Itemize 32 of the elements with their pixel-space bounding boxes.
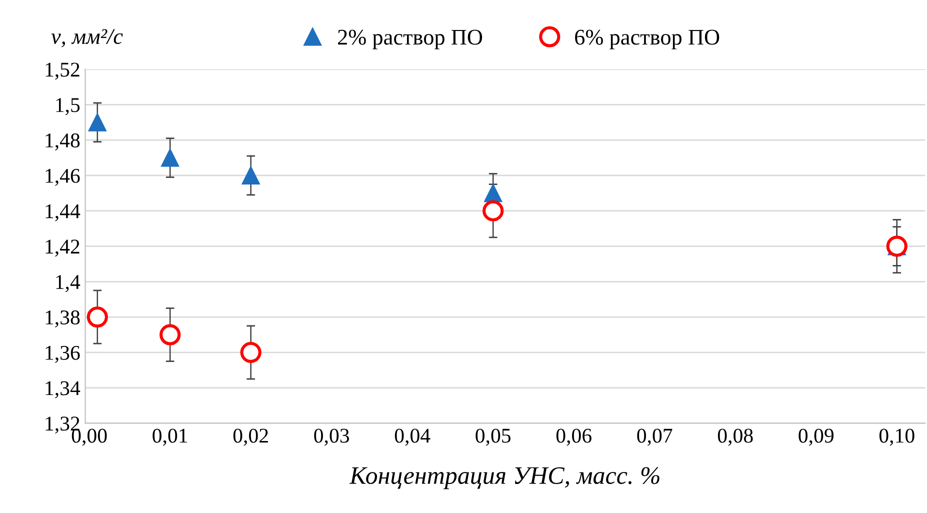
point xyxy=(484,184,502,202)
legend-label: 6% раствор ПО xyxy=(575,30,720,50)
x-tick-label: 0,02 xyxy=(233,428,268,446)
x-tick-label: 0,01 xyxy=(152,428,188,446)
point xyxy=(240,342,262,363)
point xyxy=(86,306,108,328)
y-tick-label: 1,42 xyxy=(46,240,80,257)
point xyxy=(242,166,260,184)
point xyxy=(88,113,106,132)
x-tick-label: 0,05 xyxy=(476,428,511,446)
x-tick-label: 0,07 xyxy=(637,428,672,446)
legend-label: 2% раствор ПО xyxy=(338,30,482,50)
x-tick-label: 0,10 xyxy=(879,428,914,446)
x-tick-label: 0,03 xyxy=(314,428,350,446)
y-tick-label: 1,34 xyxy=(46,381,80,398)
point xyxy=(160,324,181,346)
x-tick-label: 0,08 xyxy=(718,428,753,446)
y-tick-label: 1,52 xyxy=(46,62,80,80)
point xyxy=(482,200,504,222)
x-tick-label: 0,04 xyxy=(394,428,430,446)
y-tick-label: 1,44 xyxy=(46,204,80,222)
y-tick-label: 1,5 xyxy=(56,98,80,116)
x-tick-label: 0,06 xyxy=(556,428,592,446)
y-tick-label: 1,48 xyxy=(46,133,80,150)
y-tick-label: 1,46 xyxy=(46,168,80,186)
x-tick-label: 0,09 xyxy=(798,428,834,446)
y-tick-label: 1,4 xyxy=(56,275,80,292)
x-axis-title: Концентрация УНС, масс. % xyxy=(349,467,660,490)
y-tick-label: 1,38 xyxy=(46,310,80,328)
point xyxy=(161,148,180,167)
y-tick-label: 1,36 xyxy=(46,346,80,363)
y-axis-title: ν, мм²/с xyxy=(51,29,123,48)
